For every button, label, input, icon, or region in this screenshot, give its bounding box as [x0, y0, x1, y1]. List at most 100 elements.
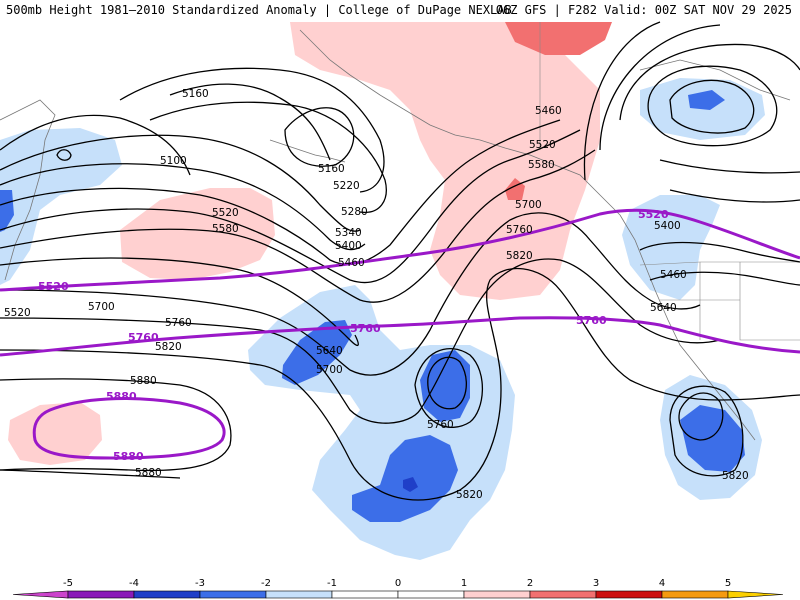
- contour-label: 5700: [316, 364, 343, 376]
- legend-swatch: [199, 590, 267, 599]
- contour-label: 5400: [654, 220, 681, 232]
- contour-label: 5220: [333, 180, 360, 192]
- contour-label: 5760: [427, 419, 454, 431]
- reference-label: 5520: [38, 280, 69, 293]
- contour-east-c: [659, 159, 800, 174]
- legend-swatch: [463, 590, 531, 599]
- ref-contour-5880: [32, 397, 226, 460]
- anomaly-neg3-south: [403, 477, 418, 492]
- legend-tick-label: 3: [593, 578, 599, 589]
- contour-label: 5820: [456, 489, 483, 501]
- legend-tick-label: 0: [395, 578, 401, 589]
- legend-arrow-right: [727, 590, 784, 599]
- legend-tick-label: 1: [461, 578, 467, 589]
- anomaly-neg2-baja: [680, 405, 745, 472]
- anomaly-neg2-west: [0, 190, 14, 232]
- legend-ticks: -5 -4 -3 -2 -1 0 1 2 3 4 5: [63, 578, 731, 589]
- contour-western-low: [56, 149, 72, 161]
- reference-label: 5760: [350, 322, 381, 335]
- contour-label: 5460: [660, 269, 687, 281]
- legend-swatch: [529, 590, 597, 599]
- contour-label: 5880: [130, 375, 157, 387]
- contour-label: 5580: [528, 159, 555, 171]
- contour-5580: [0, 149, 596, 303]
- coast-hudson: [639, 59, 791, 101]
- contour-5880: [0, 378, 232, 472]
- anomaly-legend: -5 -4 -3 -2 -1 0 1 2 3 4 5: [0, 574, 800, 600]
- legend-swatch: [67, 590, 135, 599]
- contour-5880-lower: [0, 469, 181, 479]
- legend-swatch: [331, 590, 399, 599]
- border-state-b: [739, 262, 800, 341]
- legend-swatch: [265, 590, 333, 599]
- contour-label: 5640: [316, 345, 343, 357]
- political-borders: [539, 22, 800, 341]
- height-contours: [0, 21, 800, 501]
- contour-canada-high: [647, 65, 778, 147]
- contour-5220: [119, 67, 385, 193]
- anomaly-pos1-gulf-ridge: [120, 188, 275, 280]
- reference-label: 5880: [113, 450, 144, 463]
- model-run-info: 06Z GFS | F282 Valid: 00Z SAT NOV 29 202…: [495, 3, 792, 17]
- anomaly-pos1-north-pacific: [290, 22, 600, 300]
- contour-5400: [0, 163, 366, 251]
- contour-canada-inner: [669, 79, 755, 134]
- contour-5160: [169, 83, 331, 161]
- legend-tick-label: -5: [63, 578, 73, 589]
- contour-canada-ring3: [583, 21, 661, 181]
- legend-swatch: [661, 590, 729, 599]
- reference-contours: [0, 208, 800, 460]
- reference-label: 5520: [638, 208, 669, 221]
- contour-label: 5400: [335, 240, 362, 252]
- contour-5280: [149, 101, 387, 213]
- coast-siberia: [0, 99, 56, 281]
- contour-east-b: [649, 271, 800, 286]
- product-title: 500mb Height 1981–2010 Standardized Anom…: [6, 3, 512, 17]
- contour-baja-low: [678, 392, 724, 441]
- contour-5520: [0, 129, 581, 284]
- contour-labels: 5160 5100 5160 5220 5280 5340 5400 5460 …: [4, 88, 749, 501]
- reference-labels: 5520 5520 5760 5760 5760 5880 5880: [38, 208, 669, 463]
- legend-tick-label: 2: [527, 578, 533, 589]
- legend-bar: [12, 590, 784, 599]
- contour-label: 5820: [155, 341, 182, 353]
- reference-label: 5760: [576, 314, 607, 327]
- contour-5340: [0, 134, 361, 232]
- reference-label: 5760: [128, 331, 159, 344]
- contour-label: 5160: [182, 88, 209, 100]
- contour-5100: [0, 114, 191, 176]
- coast-alaska: [299, 29, 621, 216]
- contour-label: 5280: [341, 206, 368, 218]
- contour-label: 5580: [212, 223, 239, 235]
- contour-label: 5520: [212, 207, 239, 219]
- border-us-canada: [639, 261, 800, 266]
- legend-tick-label: -4: [129, 578, 139, 589]
- legend-swatch: [397, 590, 465, 599]
- contour-5760: [0, 258, 721, 424]
- contour-canada-ring2: [599, 24, 721, 151]
- coastlines: [0, 29, 791, 441]
- anomaly-pos1-subtropic: [8, 402, 102, 465]
- anomaly-neg1-west: [0, 128, 122, 285]
- legend-tick-label: 5: [725, 578, 731, 589]
- contour-5460: [0, 119, 561, 265]
- contour-label: 5460: [338, 257, 365, 269]
- coast-westcoast: [619, 214, 756, 441]
- contour-low-outer: [414, 347, 484, 428]
- contour-east-a: [639, 241, 800, 263]
- contour-low-center: [427, 356, 467, 410]
- contour-label: 5100: [160, 155, 187, 167]
- contour-label: 5520: [529, 139, 556, 151]
- contour-5640: [0, 257, 359, 347]
- contour-label: 5760: [165, 317, 192, 329]
- contour-baja-outer: [669, 385, 744, 477]
- ref-contour-5760: [0, 316, 800, 357]
- anomaly-map: 5160 5100 5160 5220 5280 5340 5400 5460 …: [0, 20, 800, 580]
- positive-anomaly-areas: [8, 22, 612, 465]
- anomaly-neg2-low: [420, 350, 470, 422]
- contour-canada-ring1: [619, 43, 800, 121]
- contour-label: 5700: [88, 301, 115, 313]
- header-bar: 500mb Height 1981–2010 Standardized Anom…: [0, 0, 800, 20]
- legend-tick-label: 4: [659, 578, 665, 589]
